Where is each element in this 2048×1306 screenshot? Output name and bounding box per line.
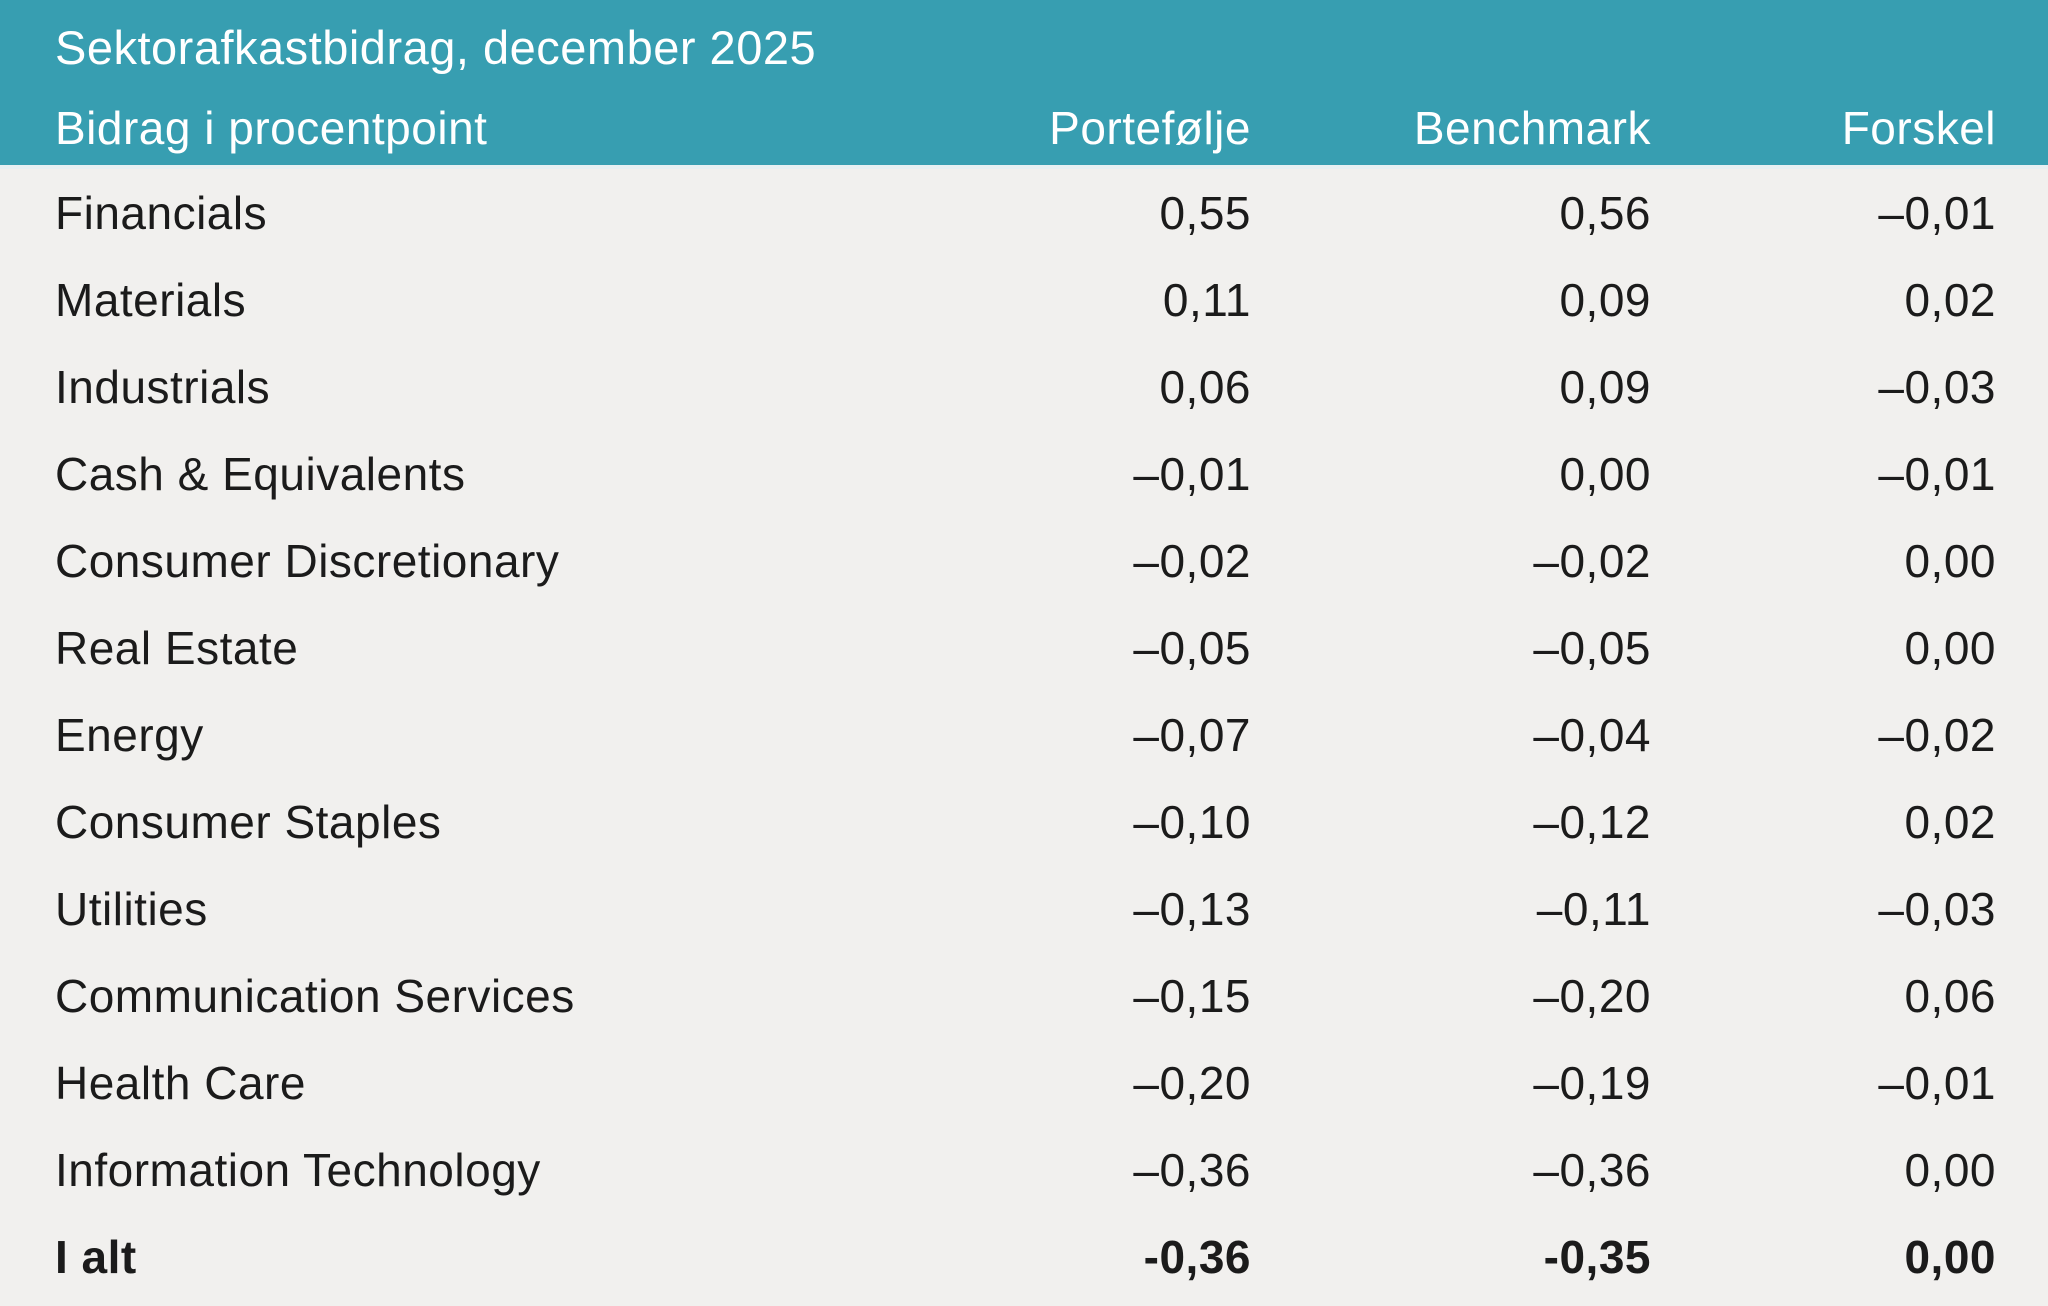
difference-value: 0,00 [1904,1230,1996,1283]
table-row: Communication Services –0,15 –0,20 0,06 [0,952,2048,1039]
sector-name: Consumer Staples [55,795,442,848]
sector-name: Materials [55,273,247,326]
difference-value: –0,02 [1878,708,1996,761]
benchmark-value: –0,05 [1533,621,1651,674]
column-header-row-label: Bidrag i procentpoint [55,102,488,154]
portfolio-value: –0,01 [1133,447,1251,500]
benchmark-value: –0,12 [1533,795,1651,848]
column-header-portfolio: Portefølje [1049,102,1251,154]
table-header-band: Sektorafkastbidrag, december 2025 Bidrag… [0,0,2048,169]
difference-value: 0,00 [1904,534,1996,587]
table-row: Financials 0,55 0,56 –0,01 [0,169,2048,256]
difference-value: 0,00 [1904,621,1996,674]
sector-name: Cash & Equivalents [55,447,466,500]
difference-value: 0,02 [1904,273,1996,326]
table-row: Information Technology –0,36 –0,36 0,00 [0,1126,2048,1213]
column-header-difference: Forskel [1841,102,1996,154]
difference-value: –0,01 [1878,186,1996,239]
sector-name: Health Care [55,1056,306,1109]
table-total-row: I alt -0,36 -0,35 0,00 [0,1213,2048,1300]
portfolio-value: –0,20 [1133,1056,1251,1109]
sector-name: Financials [55,186,268,239]
benchmark-value: –0,02 [1533,534,1651,587]
portfolio-value: –0,02 [1133,534,1251,587]
benchmark-value: 0,56 [1559,186,1651,239]
portfolio-value: –0,13 [1133,882,1251,935]
table-row: Health Care –0,20 –0,19 –0,01 [0,1039,2048,1126]
sector-name: Information Technology [55,1143,541,1196]
total-label: I alt [55,1230,137,1283]
difference-value: 0,00 [1904,1143,1996,1196]
sector-name: Industrials [55,360,271,413]
column-header-row: Bidrag i procentpoint Portefølje Benchma… [0,105,2048,151]
benchmark-value: –0,36 [1533,1143,1651,1196]
portfolio-value: –0,05 [1133,621,1251,674]
difference-value: –0,03 [1878,882,1996,935]
table-row: Consumer Discretionary –0,02 –0,02 0,00 [0,517,2048,604]
portfolio-value: 0,06 [1159,360,1251,413]
portfolio-value: –0,15 [1133,969,1251,1022]
portfolio-value: –0,07 [1133,708,1251,761]
benchmark-value: 0,09 [1559,360,1651,413]
sector-name: Consumer Discretionary [55,534,560,587]
table-row: Real Estate –0,05 –0,05 0,00 [0,604,2048,691]
portfolio-value: 0,11 [1162,273,1251,326]
benchmark-value: -0,35 [1543,1230,1651,1283]
column-header-benchmark: Benchmark [1413,102,1651,154]
table-title: Sektorafkastbidrag, december 2025 [55,21,817,74]
difference-value: –0,03 [1878,360,1996,413]
table-body: Financials 0,55 0,56 –0,01 Materials 0,11 0,09… [0,169,2048,1300]
difference-value: –0,01 [1878,1056,1996,1109]
difference-value: 0,02 [1904,795,1996,848]
table-row: Energy –0,07 –0,04 –0,02 [0,691,2048,778]
difference-value: –0,01 [1878,447,1996,500]
difference-value: 0,06 [1904,969,1996,1022]
benchmark-value: –0,11 [1536,882,1651,935]
table-row: Materials 0,11 0,09 0,02 [0,256,2048,343]
sector-name: Energy [55,708,204,761]
benchmark-value: –0,20 [1533,969,1651,1022]
portfolio-value: -0,36 [1143,1230,1251,1283]
table-row: Consumer Staples –0,10 –0,12 0,02 [0,778,2048,865]
benchmark-value: 0,00 [1559,447,1651,500]
table-row: Utilities –0,13 –0,11 –0,03 [0,865,2048,952]
sector-name: Communication Services [55,969,575,1022]
benchmark-value: 0,09 [1559,273,1651,326]
benchmark-value: –0,04 [1533,708,1651,761]
table-row: Cash & Equivalents –0,01 0,00 –0,01 [0,430,2048,517]
portfolio-value: –0,10 [1133,795,1251,848]
sector-name: Real Estate [55,621,299,674]
sector-name: Utilities [55,882,208,935]
portfolio-value: –0,36 [1133,1143,1251,1196]
portfolio-value: 0,55 [1159,186,1251,239]
table-row: Industrials 0,06 0,09 –0,03 [0,343,2048,430]
benchmark-value: –0,19 [1533,1056,1651,1109]
